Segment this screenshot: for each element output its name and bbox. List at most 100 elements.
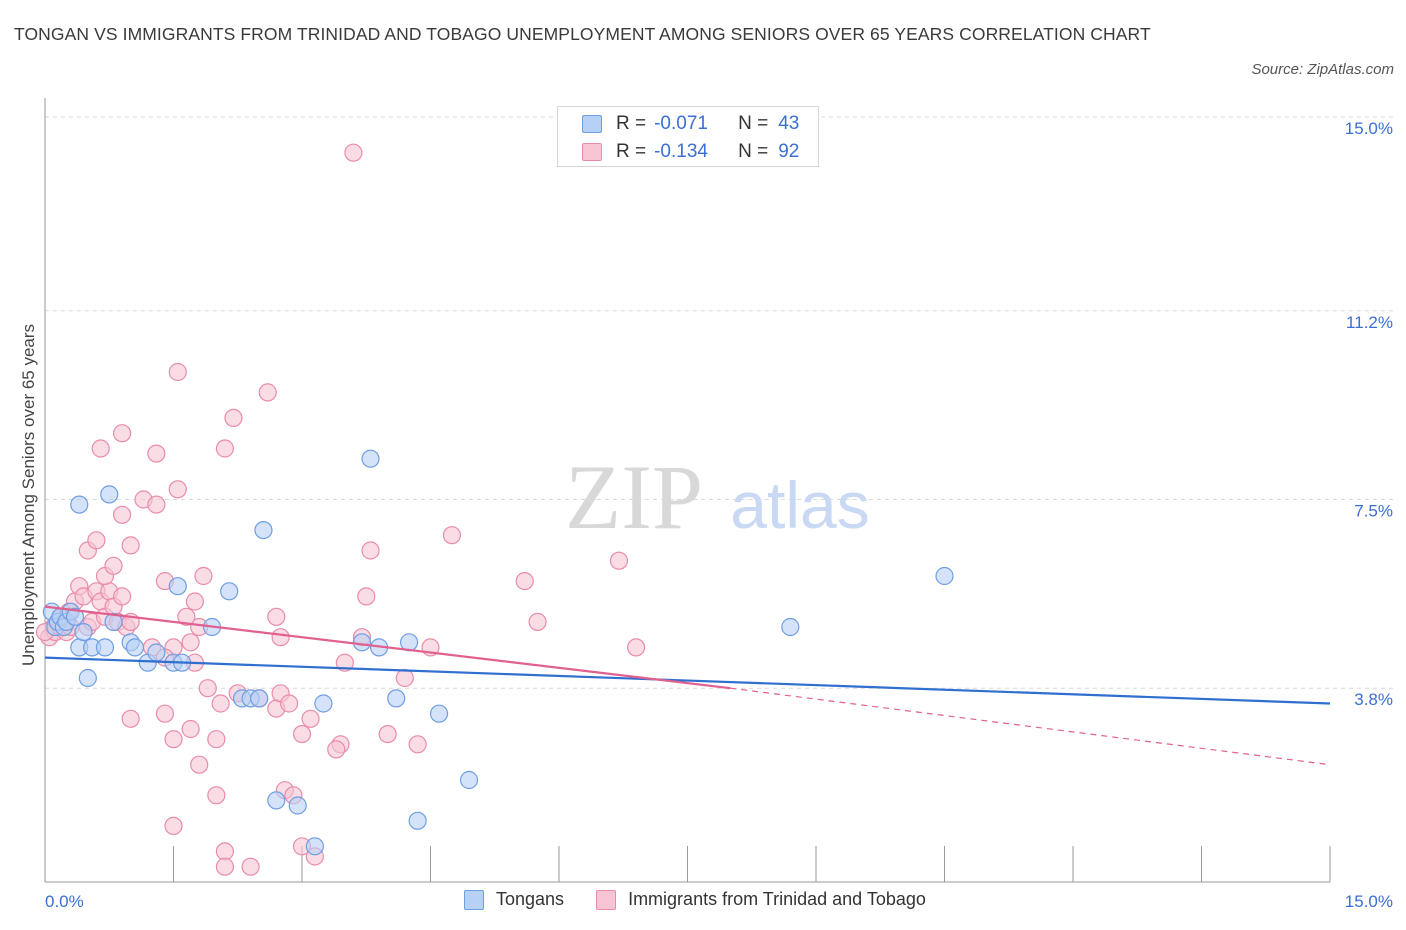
point-trinidad-tobago <box>280 694 299 713</box>
legend-swatch-pink <box>582 143 602 161</box>
point-trinidad-tobago <box>626 638 646 657</box>
legend-label-tongans: Tongans <box>496 889 565 909</box>
point-trinidad-tobago <box>301 709 320 728</box>
y-tick-label: 15.0% <box>1345 119 1393 138</box>
point-trinidad-tobago <box>515 571 534 591</box>
watermark-atlas: atlas <box>730 468 869 542</box>
point-trinidad-tobago <box>357 587 376 606</box>
y-tick-label: 11.2% <box>1346 313 1393 332</box>
point-trinidad-tobago <box>121 536 140 555</box>
point-tongans <box>387 689 406 708</box>
point-tongans <box>74 622 93 642</box>
n-value: 43 <box>778 113 800 134</box>
point-tongans <box>935 566 954 586</box>
point-tongans <box>459 770 479 790</box>
point-trinidad-tobago <box>194 566 213 586</box>
point-tongans <box>125 638 145 657</box>
trend-lines <box>44 605 1331 766</box>
point-trinidad-tobago <box>181 633 200 652</box>
point-tongans <box>100 485 119 504</box>
point-trinidad-tobago <box>190 755 209 774</box>
legend-item-tongans: Tongans <box>464 889 564 910</box>
point-trinidad-tobago <box>112 424 132 443</box>
legend-row-trinidad: R = -0.134 N = 92 <box>582 140 799 164</box>
point-trinidad-tobago <box>155 704 175 723</box>
point-tongans <box>220 582 239 601</box>
point-trinidad-tobago <box>361 541 380 560</box>
point-tongans <box>781 617 800 637</box>
chart-title: TONGAN VS IMMIGRANTS FROM TRINIDAD AND T… <box>14 24 1151 44</box>
point-trinidad-tobago <box>91 439 110 458</box>
watermark-zip: ZIP <box>565 446 703 548</box>
point-trinidad-tobago <box>378 724 397 744</box>
point-trinidad-tobago <box>181 719 200 739</box>
point-trinidad-tobago <box>112 505 132 524</box>
point-tongans <box>168 577 187 596</box>
legend-item-trinidad: Immigrants from Trinidad and Tobago <box>596 889 926 910</box>
point-tongans <box>408 811 427 830</box>
point-trinidad-tobago <box>327 740 346 759</box>
point-tongans <box>352 633 372 652</box>
point-trinidad-tobago <box>168 480 187 499</box>
point-tongans <box>288 796 307 815</box>
point-trinidad-tobago <box>164 730 183 749</box>
trend-line-trinidad-extension <box>730 687 1331 766</box>
point-tongans <box>314 694 333 713</box>
legend-swatch-pink <box>596 889 617 910</box>
r-label: R = <box>616 141 647 162</box>
point-tongans <box>70 495 89 514</box>
points-trinidad-tobago <box>35 143 646 876</box>
y-tick-label: 3.8% <box>1354 690 1393 709</box>
point-trinidad-tobago <box>442 526 462 545</box>
legend-label-trinidad: Immigrants from Trinidad and Tobago <box>628 889 926 909</box>
legend-swatch-blue <box>582 115 602 133</box>
point-trinidad-tobago <box>164 816 183 836</box>
point-tongans <box>305 837 324 856</box>
point-trinidad-tobago <box>292 724 312 744</box>
legend-swatch-blue <box>464 889 484 910</box>
point-trinidad-tobago <box>177 607 196 626</box>
point-trinidad-tobago <box>395 668 414 688</box>
point-trinidad-tobago <box>609 551 629 570</box>
n-value: 92 <box>778 141 800 162</box>
point-trinidad-tobago <box>87 531 106 550</box>
point-trinidad-tobago <box>215 857 234 876</box>
point-trinidad-tobago <box>267 607 286 626</box>
point-tongans <box>95 638 115 657</box>
point-trinidad-tobago <box>408 735 427 754</box>
r-value: -0.071 <box>654 113 708 134</box>
legend-row-tongans: R = -0.071 N = 43 <box>582 112 799 136</box>
axes-layer <box>44 98 1331 883</box>
y-tick-label: 7.5% <box>1354 502 1393 521</box>
series-legend: Tongans Immigrants from Trinidad and Tob… <box>464 889 958 910</box>
r-value: -0.134 <box>654 141 708 162</box>
point-trinidad-tobago <box>211 694 230 713</box>
point-trinidad-tobago <box>344 143 363 162</box>
point-trinidad-tobago <box>224 408 243 427</box>
point-trinidad-tobago <box>241 857 260 876</box>
point-trinidad-tobago <box>335 653 354 672</box>
point-trinidad-tobago <box>528 612 547 632</box>
point-tongans <box>78 668 97 688</box>
trend-line-tongans <box>44 656 1331 705</box>
watermark: ZIP atlas <box>565 446 870 548</box>
point-tongans <box>147 643 166 662</box>
point-trinidad-tobago <box>168 362 187 382</box>
point-tongans <box>254 520 273 540</box>
point-trinidad-tobago <box>147 444 166 463</box>
point-trinidad-tobago <box>147 495 166 514</box>
n-label: N = <box>738 113 769 134</box>
point-tongans <box>361 449 380 468</box>
point-trinidad-tobago <box>198 679 217 698</box>
source-label: Source: ZipAtlas.com <box>1251 61 1394 78</box>
point-trinidad-tobago <box>258 383 277 402</box>
correlation-legend: R = -0.071 N = 43 R = -0.134 N = 92 <box>557 106 819 167</box>
point-trinidad-tobago <box>112 587 132 606</box>
point-trinidad-tobago <box>271 628 290 647</box>
n-label: N = <box>738 141 769 162</box>
grid-layer <box>45 116 1395 689</box>
point-tongans <box>65 607 85 626</box>
point-trinidad-tobago <box>207 730 226 749</box>
x-tick-label: 15.0% <box>1345 892 1393 911</box>
